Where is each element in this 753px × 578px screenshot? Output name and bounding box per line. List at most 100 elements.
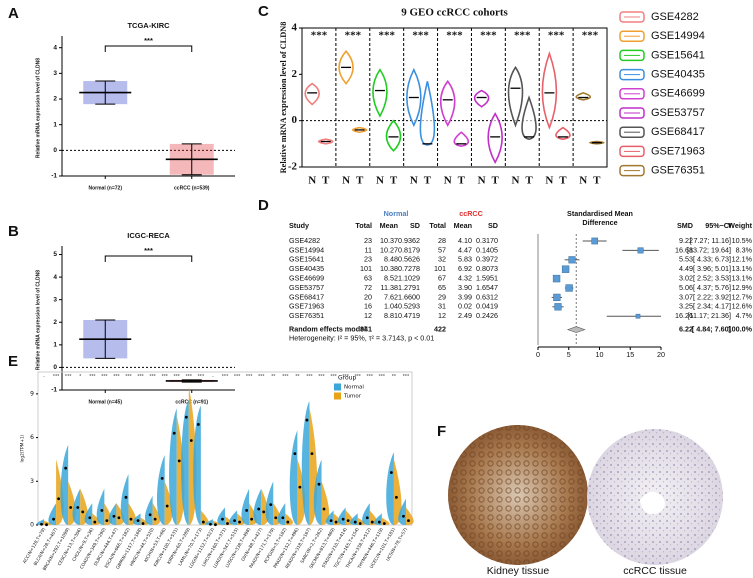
- median-dot: [346, 519, 350, 523]
- table-cell: 0.1405: [476, 245, 498, 254]
- table-cell: 72: [364, 283, 372, 292]
- table-cell: 0.5626: [398, 255, 420, 264]
- significance-label: ***: [342, 374, 349, 380]
- significance-label: ***: [258, 374, 265, 380]
- x-tick-label: N: [376, 175, 384, 187]
- table-cell: 11.38: [381, 283, 398, 292]
- violin-body: [575, 92, 592, 101]
- y-tick-label: -1: [51, 173, 57, 180]
- table-cell: 8.52: [384, 274, 398, 283]
- half-violin: [301, 401, 310, 525]
- half-violin: [277, 503, 286, 525]
- median-dot: [370, 520, 374, 524]
- x-tick-label: 5: [567, 350, 571, 359]
- median-dot: [390, 471, 393, 474]
- significance-label: ***: [161, 374, 168, 380]
- median-dot: [298, 485, 302, 489]
- table-cell: 8.48: [384, 255, 398, 264]
- x-tick-label: 20: [657, 350, 665, 359]
- image-caption: ccRCC tissue: [623, 565, 687, 577]
- median-dot: [382, 522, 386, 525]
- study-name: GSE68417: [289, 292, 324, 301]
- table-cell: 0.02: [458, 302, 472, 311]
- table-cell: 31: [438, 302, 446, 311]
- table-cell: 101: [360, 264, 372, 273]
- half-violin: [321, 481, 330, 525]
- legend-swatch: [334, 392, 341, 400]
- y-tick-label: 1: [53, 121, 57, 128]
- table-cell: 1.6547: [476, 283, 498, 292]
- median-dot: [201, 520, 205, 524]
- table-cell: 11: [365, 245, 372, 254]
- plot-frame: [301, 27, 608, 168]
- panel-f-images: [448, 425, 723, 565]
- weight-value: 12.6%: [732, 302, 753, 311]
- effect-square: [553, 293, 561, 302]
- table-cell: 29: [438, 292, 446, 301]
- smd-value: 9.22: [679, 236, 693, 245]
- pooled-weight: 100.0%: [728, 325, 753, 334]
- median-dot: [286, 520, 290, 524]
- table-cell: 1.1029: [398, 274, 420, 283]
- significance-label: ***: [403, 374, 410, 380]
- table-cell: 1.6600: [398, 292, 420, 301]
- x-tick-label: N: [444, 175, 452, 187]
- column-header: SD: [488, 221, 498, 230]
- x-tick-label: T: [356, 175, 364, 187]
- half-violin: [181, 399, 189, 525]
- pooled-label: Random effects model: [289, 325, 366, 334]
- x-tick-label: T: [593, 175, 601, 187]
- half-violin: [169, 408, 177, 525]
- x-tick-label: N: [512, 175, 520, 187]
- y-tick-label: 4: [292, 22, 298, 34]
- panel-letter: D: [258, 197, 269, 214]
- panel-letter: C: [258, 3, 269, 20]
- y-tick-label: 0: [53, 364, 57, 371]
- significance-label: ***: [412, 30, 429, 42]
- column-header: Total: [429, 221, 446, 230]
- table-cell: 0.5293: [398, 302, 420, 311]
- chart-title: ICGC-RECA: [127, 231, 170, 240]
- table-cell: 101: [434, 264, 446, 273]
- table-cell: 0.8179: [398, 245, 420, 254]
- y-tick-label: -1: [51, 387, 57, 394]
- smd-value: 5.53: [679, 255, 693, 264]
- weight-value: 12.1%: [732, 255, 753, 264]
- legend-label: GSE76351: [651, 165, 705, 177]
- x-tick-label: OV(N=88,T=427): [240, 526, 264, 562]
- table-cell: 1.5951: [476, 274, 498, 283]
- significance-label: ***: [378, 30, 395, 42]
- weight-value: 12.9%: [732, 283, 753, 292]
- half-violin: [96, 488, 105, 525]
- median-dot: [402, 514, 405, 518]
- median-dot: [177, 459, 181, 463]
- significance-label: ***: [89, 374, 96, 380]
- half-violin: [253, 488, 262, 525]
- table-cell: 57: [438, 245, 446, 254]
- violin-body: [541, 51, 558, 130]
- effect-square: [591, 237, 599, 245]
- table-cell: 65: [438, 283, 446, 292]
- x-tick-label: T: [322, 175, 330, 187]
- y-axis-label: Relative mRNA expression level of CLDN8: [35, 270, 41, 370]
- significance-label: ***: [222, 374, 229, 380]
- y-tick-label: 0: [53, 147, 57, 154]
- x-tick-label: N: [545, 175, 553, 187]
- column-header: SD: [410, 221, 420, 230]
- median-dot: [262, 510, 266, 514]
- median-dot: [317, 482, 321, 486]
- median-dot: [112, 514, 116, 518]
- half-violin: [108, 503, 117, 525]
- ci-value: [ 7.27; 11.16]: [690, 236, 731, 245]
- smd-value: 5.06: [679, 283, 693, 292]
- panel-letter: A: [8, 5, 19, 22]
- half-violin: [386, 452, 394, 525]
- pooled-total: 341: [360, 325, 372, 334]
- column-header: Standardised Mean: [567, 209, 633, 218]
- x-tick-label: N: [478, 175, 486, 187]
- table-cell: 16: [364, 302, 372, 311]
- smd-value: 3.25: [679, 302, 693, 311]
- column-header: Weight: [728, 221, 752, 230]
- weight-value: 13.1%: [732, 264, 753, 273]
- legend-label: GSE4282: [651, 11, 699, 23]
